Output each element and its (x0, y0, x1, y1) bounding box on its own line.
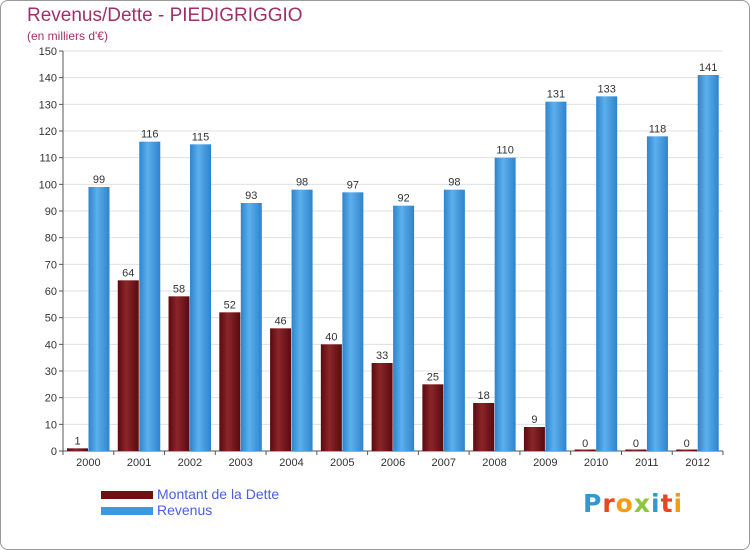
legend-label: Revenus (157, 502, 213, 518)
x-tick-label: 2002 (178, 457, 202, 469)
bar-revenus (443, 189, 465, 451)
data-label: 97 (347, 179, 359, 191)
logo-letter: P (583, 489, 603, 518)
bar-revenus (342, 192, 364, 452)
x-tick-label: 2001 (127, 457, 151, 469)
bar-revenus (494, 157, 516, 451)
bar-revenus (596, 96, 618, 451)
bar-dette (67, 448, 88, 451)
y-tick-label: 100 (39, 179, 57, 191)
x-tick-label: 2011 (635, 457, 659, 469)
data-label: 0 (684, 438, 690, 450)
x-tick-label: 2000 (76, 457, 100, 469)
data-label: 116 (141, 129, 159, 141)
y-tick-label: 40 (45, 339, 57, 351)
bar-dette (676, 449, 698, 451)
y-tick-label: 150 (39, 46, 57, 58)
bar-dette (371, 363, 393, 451)
y-tick-label: 130 (39, 99, 57, 111)
legend-swatch (101, 507, 153, 515)
data-label: 40 (325, 331, 337, 343)
x-tick-label: 2010 (584, 457, 608, 469)
data-label: 33 (376, 350, 388, 362)
bar-revenus (291, 189, 313, 451)
bar-dette (219, 312, 241, 451)
bar-dette (270, 328, 292, 451)
data-label: 118 (649, 123, 667, 135)
bar-revenus (697, 75, 719, 451)
logo-letter: t (660, 489, 674, 518)
data-label: 9 (531, 414, 537, 426)
x-tick-label: 2008 (482, 457, 506, 469)
y-tick-label: 30 (45, 366, 57, 378)
proxiti-logo[interactable]: Proxiti (583, 489, 683, 518)
y-tick-label: 140 (39, 73, 57, 85)
legend-swatch (101, 491, 153, 499)
data-label: 98 (448, 177, 460, 189)
bar-dette (574, 449, 596, 451)
data-label: 52 (224, 299, 236, 311)
data-label: 99 (93, 174, 105, 186)
logo-letter: o (615, 489, 634, 518)
plot-area (63, 51, 723, 451)
data-label: 0 (582, 438, 588, 450)
data-label: 98 (296, 177, 308, 189)
logo-letter: i (673, 489, 684, 518)
x-tick-label: 2003 (228, 457, 252, 469)
x-tick-label: 2006 (381, 457, 405, 469)
bar-revenus (88, 187, 110, 451)
y-tick-label: 10 (45, 419, 57, 431)
bar-dette (168, 296, 190, 451)
data-label: 141 (699, 62, 717, 74)
legend-label: Montant de la Dette (157, 486, 280, 502)
bar-dette (625, 449, 647, 451)
y-tick-label: 120 (39, 126, 57, 138)
data-label: 92 (397, 193, 409, 205)
logo-letter: i (651, 489, 661, 518)
bar-revenus (139, 141, 161, 451)
bar-dette (523, 427, 545, 451)
data-label: 18 (478, 390, 490, 402)
bar-dette (473, 403, 495, 451)
y-tick-label: 20 (45, 393, 57, 405)
logo-letter: x (633, 489, 651, 518)
logo-letter: r (602, 489, 616, 518)
x-tick-label: 2007 (432, 457, 456, 469)
x-tick-label: 2012 (685, 457, 709, 469)
data-label: 1 (74, 435, 80, 447)
y-tick-label: 60 (45, 286, 57, 298)
bar-dette (117, 280, 139, 451)
bar-revenus (393, 205, 415, 451)
data-label: 0 (633, 438, 639, 450)
y-tick-label: 80 (45, 233, 57, 245)
bar-dette (422, 384, 444, 451)
data-label: 110 (496, 145, 514, 157)
chart-subtitle: (en milliers d'€) (27, 29, 108, 43)
data-label: 93 (245, 190, 257, 202)
bar-revenus (190, 144, 212, 452)
chart-title: Revenus/Dette - PIEDIGRIGGIO (27, 5, 303, 26)
data-label: 64 (122, 267, 134, 279)
data-label: 58 (173, 283, 185, 295)
y-tick-label: 0 (51, 446, 57, 458)
data-label: 115 (192, 131, 210, 143)
data-label: 25 (427, 371, 439, 383)
y-tick-label: 50 (45, 313, 57, 325)
data-label: 46 (274, 315, 286, 327)
bar-dette (320, 344, 342, 451)
bar-revenus (240, 203, 262, 451)
x-tick-label: 2005 (330, 457, 354, 469)
bar-revenus (545, 101, 567, 452)
data-label: 133 (598, 83, 616, 95)
y-tick-label: 70 (45, 259, 57, 271)
y-tick-label: 110 (39, 153, 57, 165)
data-label: 131 (547, 89, 565, 101)
x-tick-label: 2004 (279, 457, 303, 469)
bar-revenus (646, 136, 668, 452)
x-tick-label: 2009 (533, 457, 557, 469)
y-tick-label: 90 (45, 206, 57, 218)
